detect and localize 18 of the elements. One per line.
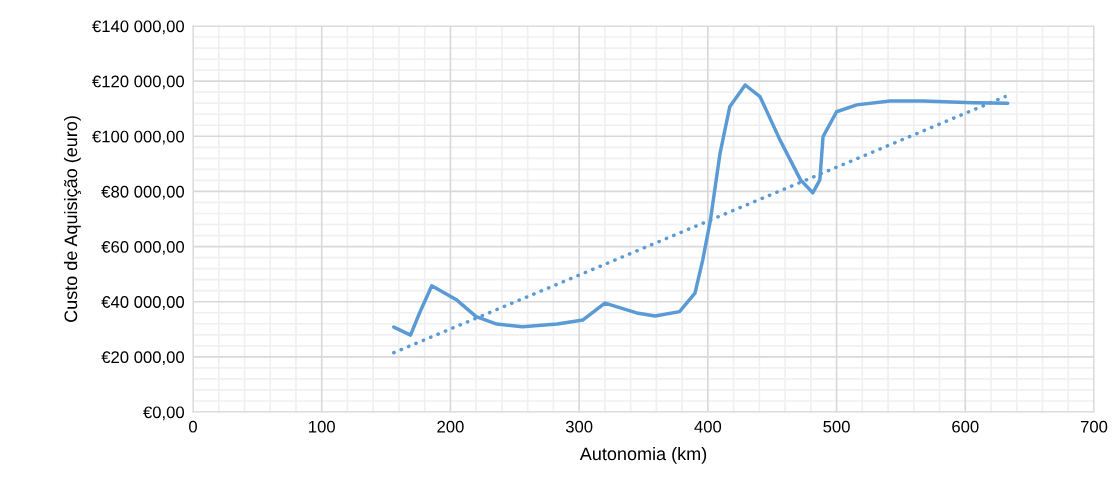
x-tick-label: 0 — [189, 420, 197, 433]
y-tick-label: €0,00 — [143, 406, 185, 421]
y-tick-label: €80 000,00 — [101, 185, 185, 200]
x-tick-label: 200 — [437, 420, 464, 433]
y-axis-title: Custo de Aquisição (euro) — [63, 116, 81, 322]
x-tick-label: 100 — [309, 420, 335, 433]
x-tick-label: 400 — [694, 420, 722, 433]
y-tick-label: €140 000,00 — [92, 20, 185, 35]
y-tick-label: €60 000,00 — [101, 240, 185, 255]
y-tick-label: €20 000,00 — [101, 351, 185, 366]
x-axis-title: Autonomia (km) — [579, 446, 707, 464]
y-tick-label: €100 000,00 — [92, 130, 185, 145]
y-tick-label: €120 000,00 — [92, 75, 185, 90]
x-tick-label: 300 — [565, 420, 593, 433]
x-tick-label: 700 — [1080, 420, 1108, 433]
x-tick-label: 600 — [952, 420, 979, 433]
x-tick-label: 500 — [823, 420, 850, 433]
y-tick-label: €40 000,00 — [101, 296, 185, 310]
